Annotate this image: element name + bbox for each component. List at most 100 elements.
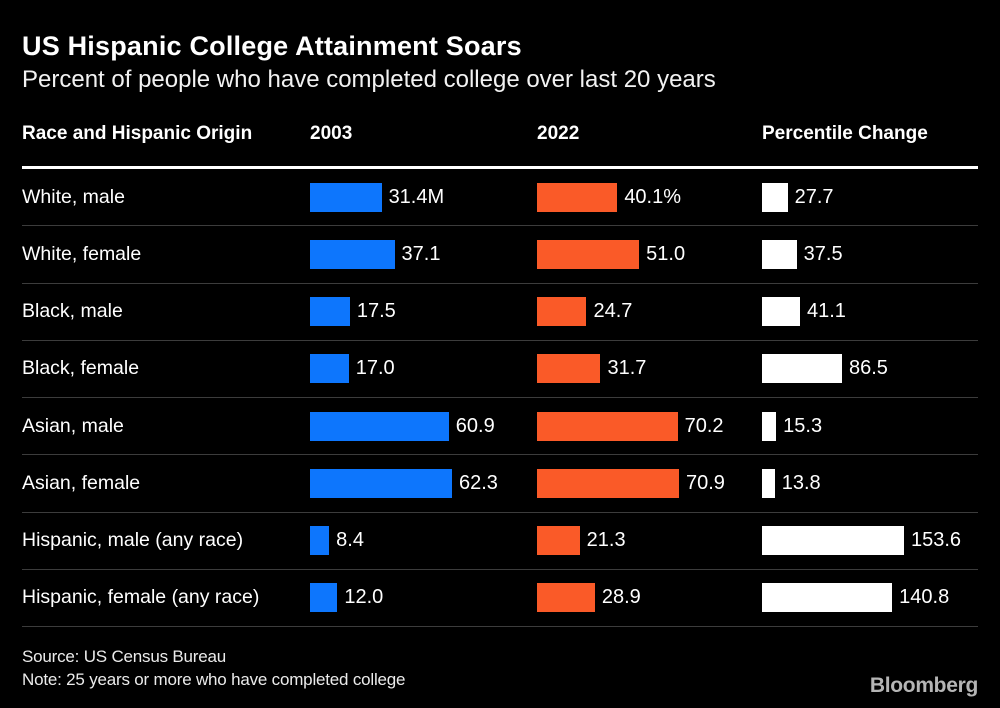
bar-2022 [537,182,618,212]
cell-2003: 17.5 [310,297,537,327]
cell-percentile-change: 41.1 [762,297,978,327]
bar-percentile-change [762,239,797,269]
cell-percentile-change: 15.3 [762,411,978,441]
row-label: White, male [22,185,125,208]
table-header-row: Race and Hispanic Origin 2003 2022 Perce… [22,120,978,147]
table-row: White, female 37.1 51.0 37.5 [22,226,978,284]
value-2022: 40.1% [624,185,682,208]
value-2022: 24.7 [593,300,633,323]
bar-2003 [310,182,382,212]
bar-2003 [310,583,338,613]
row-label: Hispanic, male (any race) [22,529,244,552]
source-note: Source: US Census Bureau [22,647,227,666]
row-label: White, female [22,242,142,265]
bar-2003 [310,468,452,498]
cell-2003: 8.4 [310,526,537,556]
value-percentile-change: 41.1 [806,300,846,323]
table-row: Black, male 17.5 24.7 41.1 [22,284,978,341]
value-2003: 8.4 [336,529,364,552]
cell-2003: 62.3 [310,468,537,498]
chart-subtitle: Percent of people who have completed col… [22,66,716,93]
column-header-percentile-change: Percentile Change [762,122,928,144]
bar-2003 [310,297,350,327]
cell-percentile-change: 153.6 [762,526,978,556]
value-2003: 17.5 [356,300,396,323]
row-label: Hispanic, female (any race) [22,586,260,609]
value-2022: 31.7 [607,357,647,380]
cell-2003: 37.1 [310,239,537,269]
bar-2022 [537,239,640,269]
row-label: Asian, male [22,414,124,437]
row-label: Black, male [22,300,123,323]
cell-percentile-change: 37.5 [762,239,978,269]
cell-2003: 17.0 [310,354,537,384]
table-row: Black, female 17.0 31.7 86.5 [22,341,978,398]
data-table: Race and Hispanic Origin 2003 2022 Perce… [22,120,978,627]
value-2022: 28.9 [601,586,641,609]
value-2003: 31.4M [388,185,445,208]
bar-2022 [537,297,587,327]
value-2022: 70.9 [686,471,725,494]
cell-2003: 31.4M [310,182,537,212]
value-percentile-change: 13.8 [781,471,821,494]
bar-percentile-change [762,182,788,212]
row-label: Black, female [22,357,140,380]
bar-percentile-change [762,468,775,498]
value-2022: 21.3 [586,529,626,552]
bar-2022 [537,354,601,384]
bar-percentile-change [762,354,842,384]
value-2003: 17.0 [355,357,395,380]
table-row: White, male 31.4M 40.1% 27.7 [22,169,978,227]
cell-2003: 60.9 [310,411,537,441]
bar-percentile-change [762,526,904,556]
cell-percentile-change: 27.7 [762,182,978,212]
value-2022: 51.0 [646,242,686,265]
bar-2003 [310,526,330,556]
value-percentile-change: 27.7 [794,185,834,208]
table-body: White, male 31.4M 40.1% 27.7 White, fema… [22,169,978,627]
bar-2003 [310,354,349,384]
cell-2003: 12.0 [310,583,537,613]
bar-2022 [537,526,580,556]
column-header-2022: 2022 [537,122,580,144]
table-row: Hispanic, male (any race) 8.4 21.3 153.6 [22,513,978,570]
value-2003: 12.0 [344,586,384,609]
bar-2022 [537,583,595,613]
bar-2022 [537,468,679,498]
column-header-race: Race and Hispanic Origin [22,122,253,144]
value-2003: 37.1 [401,242,441,265]
cell-2022: 51.0 [537,239,762,269]
value-2022: 70.2 [684,414,724,437]
table-row: Asian, female 62.3 70.9 13.8 [22,455,978,513]
cell-percentile-change: 86.5 [762,354,978,384]
footer: Source: US Census Bureau Note: 25 years … [22,645,978,691]
value-2003: 60.9 [455,414,495,437]
bar-percentile-change [762,411,777,441]
bloomberg-logo: Bloomberg [869,674,978,697]
cell-2022: 70.9 [537,468,762,498]
cell-percentile-change: 13.8 [762,468,978,498]
header-rule [22,166,978,169]
cell-2022: 21.3 [537,526,762,556]
value-percentile-change: 140.8 [899,586,950,609]
value-2003: 62.3 [459,471,498,494]
cell-2022: 40.1% [537,182,762,212]
value-percentile-change: 37.5 [803,242,843,265]
cell-2022: 70.2 [537,411,762,441]
cell-2022: 31.7 [537,354,762,384]
value-percentile-change: 86.5 [848,357,888,380]
bar-percentile-change [762,583,893,613]
cell-2022: 24.7 [537,297,762,327]
value-percentile-change: 153.6 [911,529,962,552]
table-row: Hispanic, female (any race) 12.0 28.9 14… [22,570,978,627]
column-header-2003: 2003 [310,122,353,144]
bar-2003 [310,239,395,269]
row-label: Asian, female [22,471,141,494]
cell-2022: 28.9 [537,583,762,613]
methodology-note: Note: 25 years or more who have complete… [22,670,406,689]
bar-2022 [537,411,678,441]
bar-percentile-change [762,297,800,327]
chart-title: US Hispanic College Attainment Soars [22,31,522,61]
bar-2003 [310,411,449,441]
